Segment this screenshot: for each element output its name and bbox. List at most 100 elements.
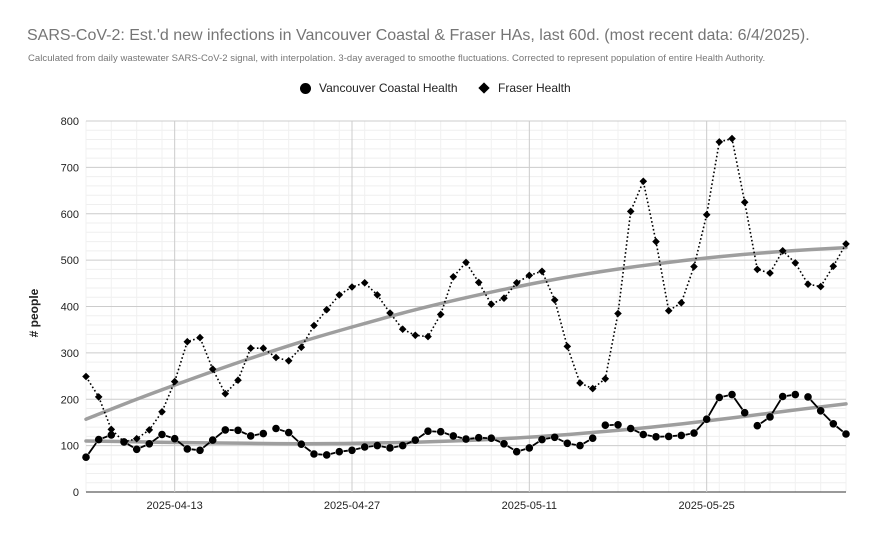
data-point-vch: [107, 431, 116, 439]
data-point-fraser: [310, 321, 318, 330]
data-point-fraser: [664, 306, 673, 315]
series-segment-vch: [696, 421, 705, 431]
data-point-vch: [183, 445, 192, 453]
data-point-fraser: [550, 296, 559, 304]
series-segment-vch: [241, 431, 248, 436]
data-point-vch: [664, 432, 673, 441]
data-point-vch: [398, 441, 407, 450]
data-point-vch: [462, 435, 470, 443]
data-point-vch: [436, 427, 445, 436]
data-point-fraser: [208, 365, 217, 373]
data-point-fraser: [702, 210, 711, 219]
circle-marker-icon: [300, 82, 311, 94]
trendline: [84, 245, 848, 421]
data-point-fraser: [360, 279, 369, 287]
data-point-fraser: [512, 279, 521, 287]
data-point-fraser: [449, 273, 458, 281]
series-segment-vch: [571, 443, 577, 446]
data-point-fraser: [614, 309, 622, 318]
data-point-fraser: [538, 267, 546, 276]
data-point-fraser: [424, 332, 432, 341]
series-segment-vch: [202, 441, 210, 449]
data-point-vch: [576, 441, 584, 450]
y-tick-label: 300: [61, 348, 79, 360]
data-point-fraser: [94, 393, 103, 401]
x-tick-label: 2025-05-25: [679, 500, 735, 512]
data-point-vch: [348, 446, 356, 455]
data-point-fraser: [82, 372, 90, 381]
data-point-fraser: [715, 138, 724, 146]
data-point-vch: [690, 429, 698, 437]
data-point-vch: [297, 440, 306, 449]
data-point-vch: [804, 393, 812, 401]
data-point-vch: [740, 408, 749, 417]
data-point-fraser: [525, 271, 534, 280]
series-segment-vch: [822, 413, 832, 422]
legend: Vancouver Coastal Health Fraser Health: [0, 81, 873, 99]
y-tick-label: 0: [73, 487, 79, 499]
series-segment-vch: [520, 448, 526, 452]
series-segment-vch: [634, 429, 640, 434]
data-point-vch: [639, 430, 648, 439]
data-point-vch: [778, 392, 787, 401]
series-segment-vch: [810, 399, 819, 409]
data-point-fraser: [690, 262, 698, 271]
series-segment-vch: [140, 444, 146, 449]
data-point-fraser: [259, 344, 268, 352]
data-point-fraser: [436, 310, 445, 319]
data-point-fraser: [829, 262, 838, 270]
data-point-vch: [677, 431, 686, 440]
data-point-vch: [550, 433, 559, 442]
data-point-fraser: [386, 309, 394, 317]
data-point-vch: [791, 390, 800, 399]
data-point-vch: [82, 453, 90, 462]
data-point-vch: [474, 433, 483, 442]
series-segment-vch: [343, 449, 348, 453]
series-markers: [82, 134, 850, 462]
data-point-vch: [728, 390, 736, 399]
data-point-fraser: [411, 331, 420, 340]
series-segment-vch: [494, 439, 501, 443]
data-point-vch: [272, 424, 280, 433]
y-tick-label: 100: [61, 441, 79, 453]
series-segment-vch: [330, 451, 336, 455]
data-point-fraser: [588, 384, 597, 393]
data-point-vch: [322, 451, 331, 459]
data-point-vch: [525, 444, 534, 452]
data-point-vch: [234, 426, 242, 435]
data-point-fraser: [183, 337, 192, 346]
data-point-vch: [424, 427, 432, 436]
data-point-vch: [816, 407, 825, 415]
series-segment-vch: [836, 425, 844, 433]
data-point-fraser: [348, 283, 356, 291]
data-point-fraser: [462, 258, 470, 267]
x-tick-label: 2025-05-11: [502, 500, 557, 512]
series-segment-vch: [102, 435, 108, 440]
series-segment-vch: [304, 446, 312, 453]
y-axis-ticks: 0 100 200 300 400 500 600 700 800: [61, 116, 79, 499]
data-point-fraser: [322, 305, 331, 314]
data-point-vch: [702, 415, 711, 424]
data-point-vch: [601, 421, 610, 430]
data-point-vch: [259, 429, 268, 438]
series-segment-vch: [647, 434, 653, 437]
legend-label-fraser: Fraser Health: [498, 81, 571, 95]
series-segment-vch: [177, 440, 185, 447]
series-segment-vch: [685, 433, 691, 436]
data-point-fraser: [576, 379, 584, 387]
data-point-fraser: [234, 376, 242, 384]
series-segment-vch: [406, 440, 412, 445]
data-point-vch: [386, 444, 394, 452]
data-point-fraser: [145, 426, 154, 434]
data-point-fraser: [639, 177, 648, 186]
x-tick-label: 2025-04-13: [147, 500, 203, 512]
data-point-vch: [373, 441, 382, 450]
legend-label-vch: Vancouver Coastal Health: [319, 81, 458, 95]
series-segment-vch: [532, 441, 539, 447]
data-point-vch: [94, 435, 103, 444]
chart-title: SARS-CoV-2: Est.'d new infections in Van…: [27, 27, 810, 44]
series-segment-vch: [457, 436, 463, 439]
y-axis-title: # people: [27, 288, 41, 337]
y-tick-label: 500: [61, 255, 79, 267]
